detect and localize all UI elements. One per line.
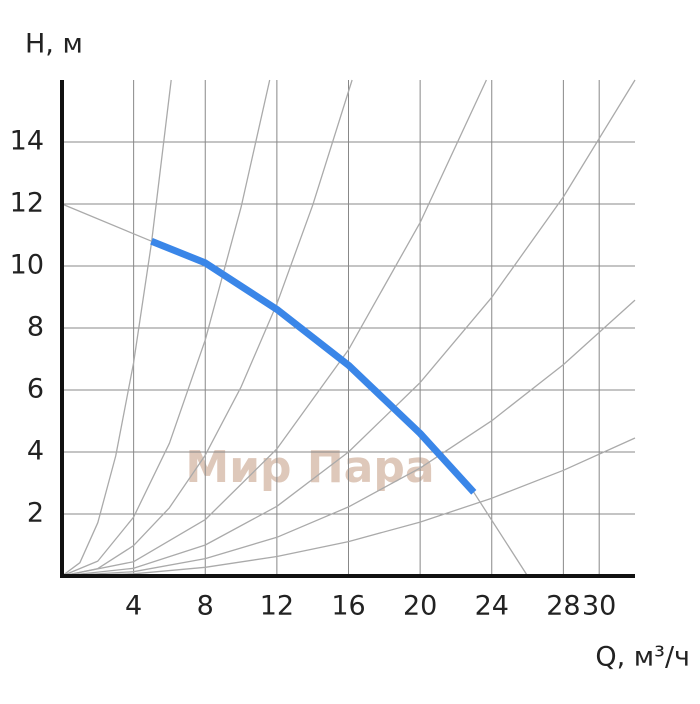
y-tick-label: 12	[10, 188, 44, 219]
curve	[61, 299, 636, 577]
curve	[150, 237, 477, 495]
x-tick-label: 30	[582, 591, 616, 622]
grid	[62, 80, 635, 576]
y-axis-label: H, м	[25, 29, 83, 60]
curve	[61, 79, 487, 577]
y-tick-label: 10	[10, 250, 44, 281]
curve	[61, 437, 636, 577]
x-tick-label: 28	[546, 591, 580, 622]
x-tick-label: 4	[125, 591, 142, 622]
x-tick-label: 24	[475, 591, 509, 622]
curve	[61, 79, 353, 577]
y-tick-label: 4	[27, 436, 44, 467]
x-axis-label: Q, м³/ч	[595, 642, 690, 673]
y-tick-label: 6	[27, 374, 44, 405]
y-tick-label: 14	[10, 126, 44, 157]
x-tick-label: 8	[197, 591, 214, 622]
x-tick-label: 16	[331, 591, 365, 622]
y-tick-label: 2	[27, 498, 44, 529]
y-tick-label: 8	[27, 312, 44, 343]
curve	[61, 79, 636, 577]
x-tick-label: 12	[260, 591, 294, 622]
watermark: Мир Пара	[185, 442, 434, 493]
x-tick-label: 20	[403, 591, 437, 622]
curve	[61, 79, 271, 577]
